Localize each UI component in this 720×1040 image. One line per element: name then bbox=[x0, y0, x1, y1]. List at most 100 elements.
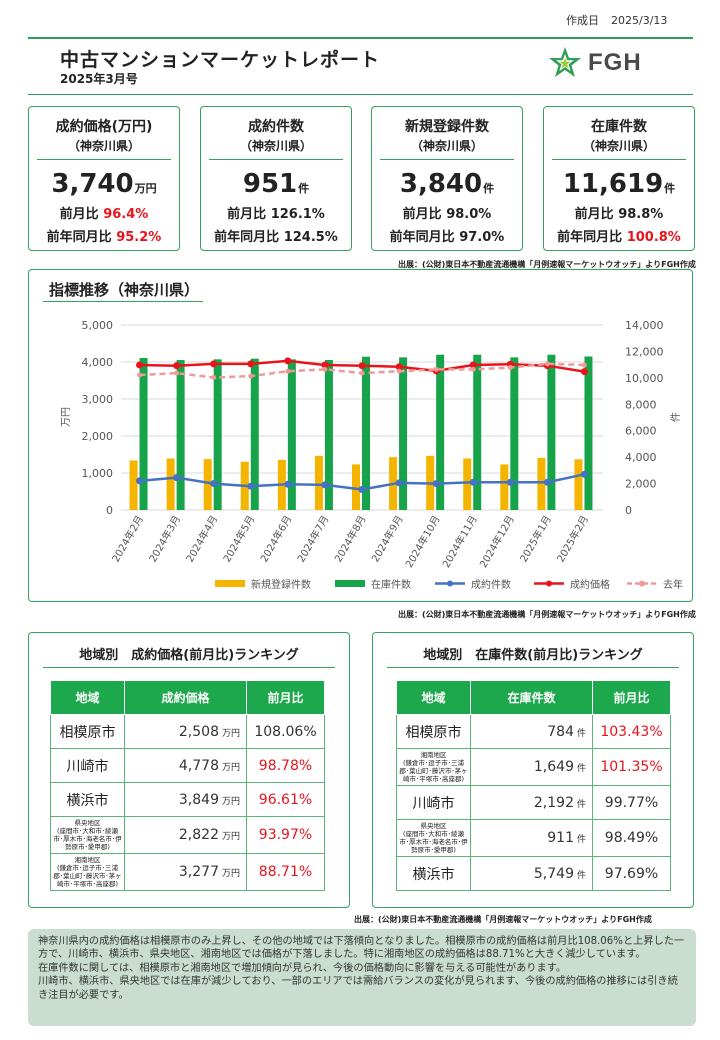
data-point bbox=[469, 361, 477, 369]
legend-label: 新規登録件数 bbox=[251, 578, 311, 591]
bar-inventory bbox=[362, 356, 370, 510]
source-note-2: 出展：(公財)東日本不動産流通機構「月例速報マーケットウオッチ」よりFGH作成 bbox=[398, 610, 696, 619]
table-row: 県央地区 (座間市･大和市･綾瀬市･厚木市･海老名市･伊勢原市･愛甲郡) 2,82… bbox=[50, 816, 325, 854]
kpi-card: 新規登録件数 （神奈川県） 3,840件 前月比 98.0% 前年同月比 97.0% bbox=[371, 106, 523, 251]
pct-cell: 93.97% bbox=[246, 816, 325, 854]
data-point bbox=[432, 480, 440, 488]
table-row: 相模原市 784 件 103.43% bbox=[396, 714, 671, 749]
stock-ranking-table: 地域 在庫件数 前月比 相模原市 784 件 103.43% 湘南地区 (鎌倉市･逗子市･三浦… bbox=[396, 680, 671, 891]
region-cell: 県央地区 (座間市･大和市･綾瀬市･厚木市･海老名市･伊勢原市･愛甲郡) bbox=[396, 819, 471, 857]
kpi-card: 在庫件数 （神奈川県） 11,619件 前月比 98.8% 前年同月比 100.8% bbox=[543, 106, 695, 251]
legend-marker bbox=[639, 580, 645, 587]
bar-inventory bbox=[399, 357, 408, 510]
data-point bbox=[507, 365, 513, 371]
commentary-box: 神奈川県内の成約価格は相模原市のみ上昇し、その他の地域では下落傾向となりました。… bbox=[28, 929, 696, 1026]
kpi-title: 新規登録件数 bbox=[405, 119, 489, 135]
kpi-value: 951件 bbox=[242, 169, 310, 199]
commentary-paragraph: 川崎市、横浜市、県央地区では在庫が減少しており、一部のエリアでは需給バランスの変… bbox=[38, 976, 678, 1001]
source-note-3: 出展：(公財)東日本不動産流通機構「月例速報マーケットウオッチ」よりFGH作成 bbox=[354, 915, 652, 924]
x-tick-label: 2024年2月 bbox=[109, 513, 146, 564]
value-cell: 5,749 件 bbox=[470, 856, 593, 891]
kpi-divider bbox=[37, 159, 171, 160]
pct-cell: 97.69% bbox=[592, 856, 671, 891]
data-point bbox=[284, 480, 292, 488]
pct-cell: 99.77% bbox=[592, 785, 671, 820]
x-tick-label: 2024年5月 bbox=[220, 513, 257, 564]
pct-cell: 101.35% bbox=[592, 748, 671, 786]
table-header: 地域 bbox=[50, 680, 125, 715]
price-ranking-title: 地域別 成約価格(前月比)ランキング bbox=[79, 648, 299, 663]
data-point bbox=[581, 362, 587, 368]
legend-swatch bbox=[335, 580, 365, 587]
x-tick-label: 2024年3月 bbox=[146, 513, 183, 564]
region-cell: 横浜市 bbox=[50, 782, 125, 817]
x-tick-label: 2024年8月 bbox=[331, 513, 368, 564]
x-tick-label: 2025年2月 bbox=[554, 513, 591, 564]
pct-cell: 108.06% bbox=[246, 714, 325, 749]
star-logo-icon bbox=[549, 47, 581, 77]
pct-cell: 98.78% bbox=[246, 748, 325, 783]
x-tick-label: 2024年11月 bbox=[439, 513, 479, 570]
data-point bbox=[211, 375, 217, 381]
y-right-axis-label: 件 bbox=[670, 412, 682, 422]
region-cell: 湘南地区 (鎌倉市･逗子市･三浦郡･葉山町･藤沢市･茅ヶ崎市･平塚市･高座郡) bbox=[396, 748, 471, 786]
kpi-title: 成約件数 bbox=[248, 119, 304, 135]
value-cell: 4,778 万円 bbox=[124, 748, 247, 783]
y-right-tick-label: 12,000 bbox=[625, 345, 664, 358]
table-row: 県央地区 (座間市･大和市･綾瀬市･厚木市･海老名市･伊勢原市･愛甲郡) 911 件… bbox=[396, 819, 671, 857]
legend-marker bbox=[546, 580, 552, 587]
legend-label: 成約件数 bbox=[471, 578, 511, 591]
trend-chart: 0 1,000 2,000 3,000 4,000 5,000 0 2,000 4,000 6,0… bbox=[61, 319, 683, 591]
table-header-row: 地域 成約価格 前月比 bbox=[50, 680, 325, 715]
bar-inventory bbox=[139, 358, 148, 510]
y-right-tick-label: 6,000 bbox=[625, 425, 657, 438]
value-cell: 2,822 万円 bbox=[124, 816, 247, 854]
data-point bbox=[247, 360, 255, 368]
bar-new-listings bbox=[166, 458, 175, 510]
legend-label: 成約価格 bbox=[570, 578, 610, 591]
legend-marker bbox=[447, 580, 453, 587]
region-cell: 湘南地区 (鎌倉市･逗子市･三浦郡･葉山町･藤沢市･茅ヶ崎市･平塚市･高座郡) bbox=[50, 853, 125, 891]
title-frame bbox=[28, 37, 693, 95]
data-point bbox=[470, 366, 476, 372]
data-point bbox=[580, 368, 588, 376]
region-cell: 横浜市 bbox=[396, 856, 471, 891]
kpi-mom: 前月比 96.4% bbox=[59, 207, 149, 222]
kpi-card: 成約価格(万円) （神奈川県） 3,740万円 前月比 96.4% 前年同月比 95.2… bbox=[28, 106, 180, 251]
x-tick-label: 2024年9月 bbox=[369, 513, 406, 564]
bar-new-listings bbox=[500, 464, 509, 510]
table-row: 相模原市 2,508 万円 108.06% bbox=[50, 714, 325, 749]
x-tick-label: 2024年6月 bbox=[257, 513, 294, 564]
value-cell: 911 件 bbox=[470, 819, 593, 857]
bar-new-listings bbox=[203, 459, 212, 510]
data-point bbox=[248, 373, 254, 379]
data-point bbox=[284, 357, 292, 365]
table-row: 横浜市 5,749 件 97.69% bbox=[396, 856, 671, 891]
data-point bbox=[173, 474, 181, 482]
data-point bbox=[321, 361, 329, 369]
region-cell: 川崎市 bbox=[50, 748, 125, 783]
value-cell: 784 件 bbox=[470, 714, 593, 749]
x-tick-label: 2024年4月 bbox=[183, 513, 220, 564]
table-header: 前月比 bbox=[246, 680, 325, 715]
trend-chart-panel: 指標推移（神奈川県） 0 1,000 2,000 3,000 4,000 5,000 0 2,… bbox=[28, 269, 693, 602]
source-note-1: 出展：(公財)東日本不動産流通機構「月例速報マーケットウオッチ」よりFGH作成 bbox=[398, 260, 696, 269]
bar-inventory bbox=[436, 354, 445, 510]
data-point bbox=[543, 478, 551, 486]
kpi-title: 成約価格(万円) bbox=[55, 119, 153, 135]
stock-ranking-underline bbox=[387, 667, 679, 668]
y-right-tick-label: 14,000 bbox=[625, 319, 664, 332]
legend-label: 在庫件数 bbox=[371, 578, 411, 591]
page-subtitle: 2025年3月号 bbox=[60, 72, 138, 86]
kpi-divider bbox=[209, 159, 343, 160]
x-tick-label: 2024年7月 bbox=[294, 513, 331, 564]
pct-cell: 88.71% bbox=[246, 853, 325, 891]
table-row: 川崎市 4,778 万円 98.78% bbox=[50, 748, 325, 783]
kpi-divider bbox=[552, 159, 686, 160]
bar-new-listings bbox=[352, 464, 360, 510]
region-cell: 川崎市 bbox=[396, 785, 471, 820]
data-point bbox=[359, 370, 365, 376]
data-point bbox=[544, 361, 550, 367]
y-left-tick-label: 5,000 bbox=[82, 319, 114, 332]
table-header: 地域 bbox=[396, 680, 471, 715]
